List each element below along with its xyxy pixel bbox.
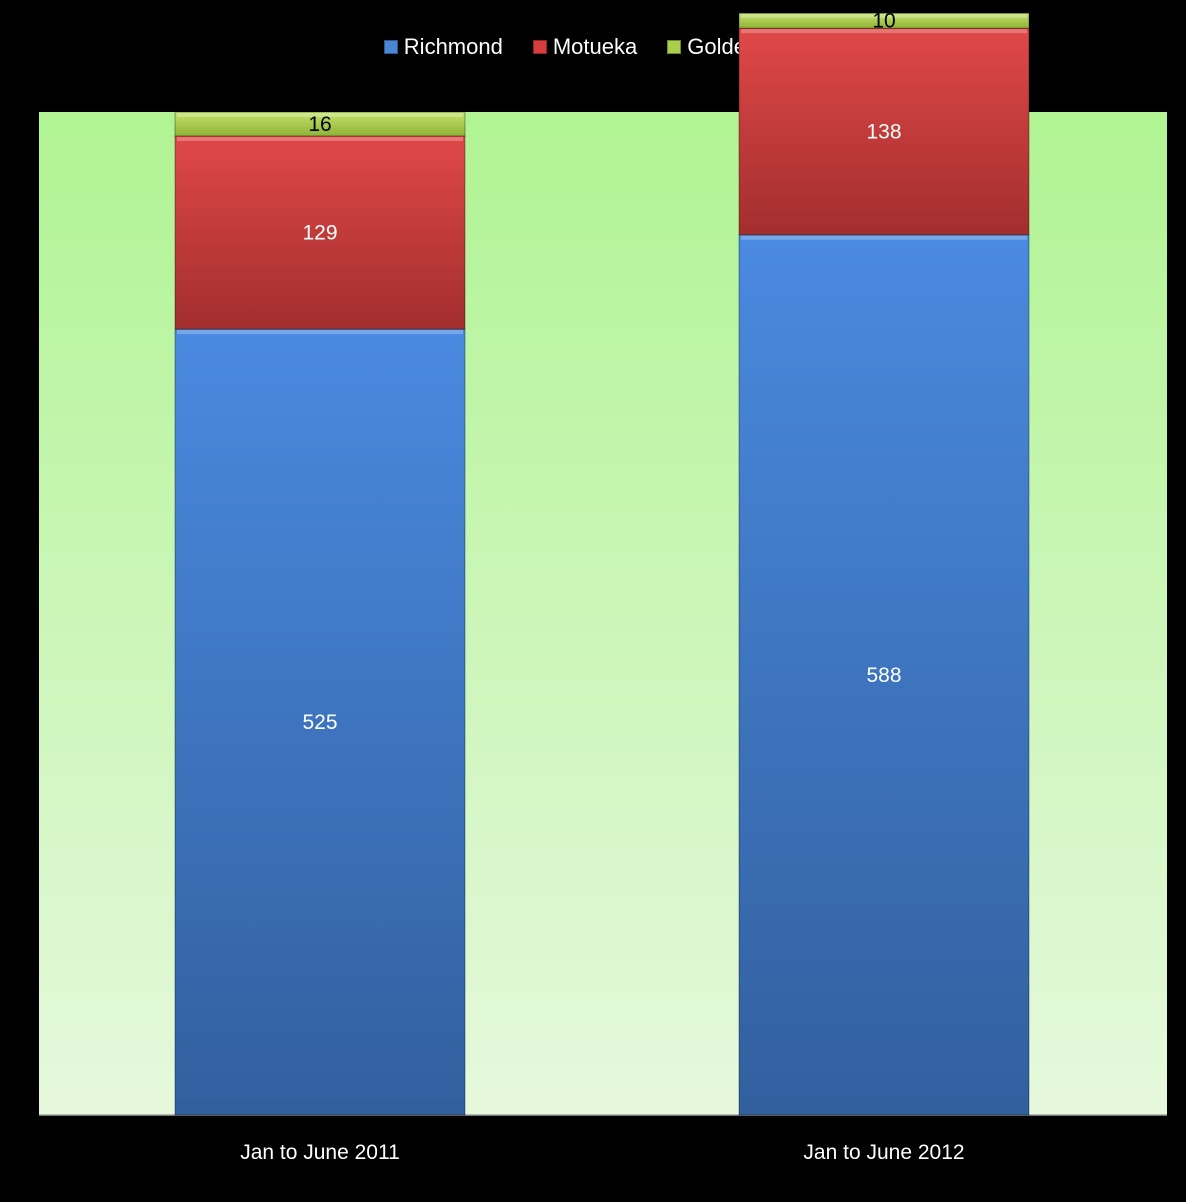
- legend-label-motueka: Motueka: [552, 34, 638, 59]
- bar-highlight-motueka-1: [177, 136, 463, 141]
- data-label-golden-bay-2: 10: [872, 10, 895, 33]
- bar-highlight-richmond-1: [177, 330, 463, 335]
- legend-label-richmond: Richmond: [403, 34, 503, 59]
- data-label-golden-bay-1: 16: [308, 113, 331, 136]
- bar-highlight-motueka-2: [741, 29, 1027, 34]
- legend-swatch-golden-bay: [667, 40, 682, 54]
- bar-golden-bay-1: [174, 111, 466, 137]
- bar-golden-bay-2: [738, 12, 1030, 29]
- data-label-motueka-2: 138: [866, 120, 901, 143]
- bar-highlight-golden-bay-2: [741, 14, 1027, 19]
- x-tick-label-2: Jan to June 2012: [803, 1141, 964, 1164]
- data-label-richmond-2: 588: [866, 664, 901, 687]
- bar-richmond-1: [174, 328, 466, 1116]
- labels-layer: 525 129 16 588 138 10: [302, 10, 901, 734]
- bar-highlight-golden-bay-1: [177, 113, 463, 117]
- bar-motueka-2: [738, 27, 1030, 236]
- bar-motueka-1: [174, 135, 466, 330]
- data-label-motueka-1: 129: [302, 222, 337, 245]
- legend-item-richmond: Richmond: [383, 32, 503, 62]
- x-tick-label-1: Jan to June 2011: [240, 1141, 400, 1164]
- legend-swatch-motueka: [532, 40, 547, 54]
- legend-item-motueka: Motueka: [532, 32, 638, 62]
- bar-highlight-richmond-2: [741, 235, 1027, 240]
- data-label-richmond-1: 525: [302, 711, 337, 734]
- x-tick-labels: Jan to June 2011 Jan to June 2012: [240, 1141, 964, 1164]
- bar-richmond-2: [738, 234, 1030, 1116]
- bars-layer: [174, 12, 1030, 1116]
- legend-swatch-richmond: [383, 40, 398, 54]
